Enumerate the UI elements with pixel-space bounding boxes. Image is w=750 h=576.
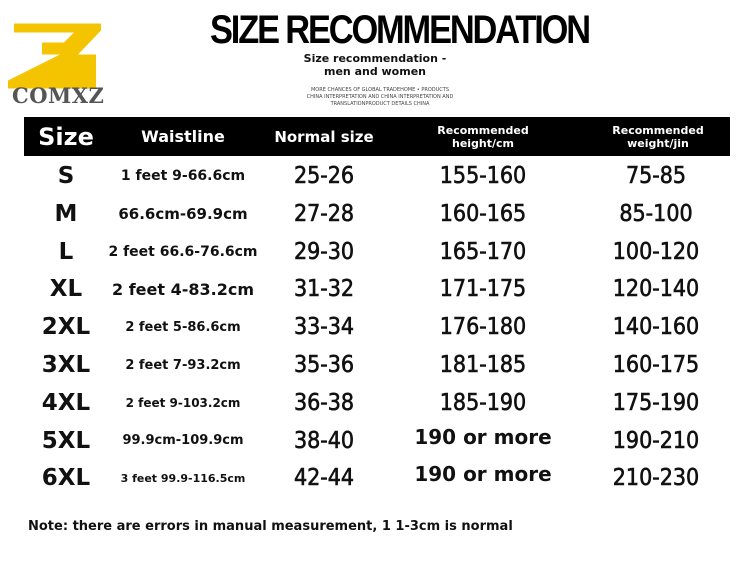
header-size: Size xyxy=(38,122,94,151)
cell-height: 181-185 xyxy=(439,352,527,379)
page-title: SIZE RECOMMENDATION xyxy=(210,8,591,52)
cell-weight: 175-190 xyxy=(612,389,700,416)
fine-print-line: MORE CHANCES OF GLOBAL TRADEHOME • PRODU… xyxy=(310,87,450,93)
cell-weight: 190-210 xyxy=(612,427,700,454)
cell-waistline: 99.9cm-109.9cm xyxy=(122,433,244,449)
cell-weight: 120-140 xyxy=(612,276,700,303)
cell-waistline: 3 feet 99.9-116.5cm xyxy=(120,471,246,485)
cell-height: 176-180 xyxy=(439,314,527,341)
measurement-note: Note: there are errors in manual measure… xyxy=(28,519,513,534)
table-row: XL 2 feet 4-83.2cm 31-32 171-175 120-140 xyxy=(0,270,750,308)
cell-size: L xyxy=(58,238,74,265)
cell-normal-size: 25-26 xyxy=(293,163,355,190)
header-height: Recommended height/cm xyxy=(437,123,529,150)
cell-weight: 75-85 xyxy=(625,163,687,190)
table-row: S 1 feet 9-66.6cm 25-26 155-160 75-85 xyxy=(0,157,750,195)
cell-normal-size: 42-44 xyxy=(293,465,355,492)
cell-weight: 160-175 xyxy=(612,352,700,379)
cell-height: 160-165 xyxy=(439,200,527,227)
cell-waistline: 2 feet 7-93.2cm xyxy=(125,357,241,373)
cell-normal-size: 35-36 xyxy=(293,352,355,379)
table-row: 5XL 99.9cm-109.9cm 38-40 190 or more 190-210 xyxy=(0,422,750,460)
cell-height: 155-160 xyxy=(439,163,527,190)
table-row: L 2 feet 66.6-76.6cm 29-30 165-170 100-120 xyxy=(0,233,750,271)
cell-waistline: 2 feet 5-86.6cm xyxy=(125,319,241,335)
cell-normal-size: 27-28 xyxy=(293,200,355,227)
cell-height: 190 or more xyxy=(414,462,552,487)
fine-print-line: CHINA INTERPRETATION AND CHINA INTERPRET… xyxy=(306,94,454,100)
brand-name: COMXZ xyxy=(12,83,105,108)
cell-height: 190 or more xyxy=(414,424,552,449)
header-normal-size: Normal size xyxy=(274,127,374,146)
cell-normal-size: 36-38 xyxy=(293,389,355,416)
header-weight: Recommended weight/jin xyxy=(612,123,704,150)
brand-logo xyxy=(8,23,101,89)
cell-size: S xyxy=(57,163,75,189)
cell-height: 185-190 xyxy=(439,389,527,416)
cell-normal-size: 29-30 xyxy=(293,238,355,265)
cell-size: M xyxy=(54,200,78,227)
cell-size: 3XL xyxy=(41,352,91,378)
cell-size: 6XL xyxy=(41,465,91,492)
fine-print: MORE CHANCES OF GLOBAL TRADEHOME • PRODU… xyxy=(280,87,480,108)
table-row: 6XL 3 feet 99.9-116.5cm 42-44 190 or more 21… xyxy=(0,459,750,497)
cell-normal-size: 31-32 xyxy=(293,276,355,303)
cell-normal-size: 33-34 xyxy=(293,314,355,341)
cell-waistline: 66.6cm-69.9cm xyxy=(118,204,248,223)
cell-waistline: 2 feet 9-103.2cm xyxy=(125,395,241,410)
cell-size: 2XL xyxy=(41,314,91,341)
cell-height: 165-170 xyxy=(439,238,527,265)
cell-size: 4XL xyxy=(41,389,91,416)
cell-waistline: 1 feet 9-66.6cm xyxy=(120,168,246,184)
cell-size: XL xyxy=(49,276,83,303)
cell-normal-size: 38-40 xyxy=(293,427,355,454)
cell-weight: 100-120 xyxy=(612,238,700,265)
table-row: 3XL 2 feet 7-93.2cm 35-36 181-185 160-175 xyxy=(0,346,750,384)
table-row: M 66.6cm-69.9cm 27-28 160-165 85-100 xyxy=(0,195,750,233)
subtitle: Size recommendation - men and women xyxy=(303,52,447,78)
cell-weight: 85-100 xyxy=(619,200,693,227)
table-row: 2XL 2 feet 5-86.6cm 33-34 176-180 140-160 xyxy=(0,308,750,346)
fine-print-line: TRANSLATIONPRODUCT DETAILS CHINA xyxy=(330,101,430,107)
cell-waistline: 2 feet 4-83.2cm xyxy=(112,279,254,299)
cell-height: 171-175 xyxy=(439,276,527,303)
header-waistline: Waistline xyxy=(141,127,225,146)
table-header: Size Waistline Normal size Recommended h… xyxy=(24,117,730,156)
cell-waistline: 2 feet 66.6-76.6cm xyxy=(108,243,258,260)
cell-size: 5XL xyxy=(41,427,91,454)
cell-weight: 140-160 xyxy=(612,314,700,341)
cell-weight: 210-230 xyxy=(612,465,700,492)
table-row: 4XL 2 feet 9-103.2cm 36-38 185-190 175-190 xyxy=(0,384,750,422)
